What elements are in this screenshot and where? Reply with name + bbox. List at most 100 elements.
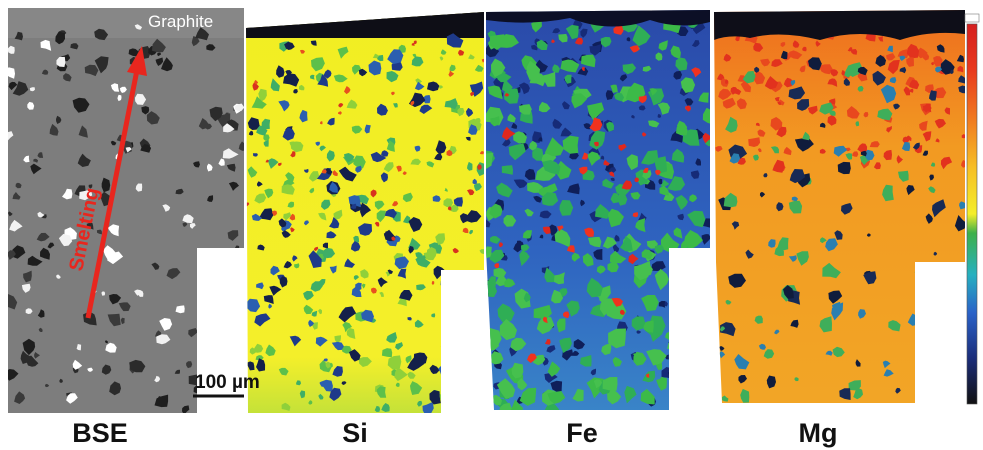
si-pore <box>453 396 463 404</box>
mg-pore <box>754 66 760 73</box>
si-hotspot <box>448 70 455 77</box>
si-grain-edge <box>337 46 349 59</box>
mg-pore <box>776 202 784 212</box>
fe-hotspot <box>557 225 564 232</box>
bse-pore <box>109 294 122 305</box>
fe-grain <box>676 381 689 393</box>
fe-grain <box>702 107 710 126</box>
fe-grain <box>660 232 680 252</box>
si-grain-edge <box>426 161 435 168</box>
bse-pore <box>195 27 209 41</box>
si-grain-edge <box>444 313 452 322</box>
si-hotspot <box>477 164 482 170</box>
mg-pore <box>831 302 844 321</box>
bse-pore <box>110 140 117 146</box>
fe-grain <box>631 316 646 331</box>
si-grain-edge <box>468 54 475 60</box>
bse-particle <box>134 289 142 296</box>
fe-hotspot <box>632 212 639 218</box>
mg-rich-zone <box>961 160 965 168</box>
fe-grain <box>524 208 534 217</box>
bse-particle <box>8 131 14 143</box>
fe-grain <box>559 288 568 298</box>
si-hotspot <box>458 49 465 56</box>
mg-pore <box>745 249 754 259</box>
si-pore <box>394 256 409 270</box>
fe-pore <box>658 300 666 308</box>
si-grain-edge <box>444 98 458 110</box>
mg-pore <box>731 221 740 230</box>
fe-grain <box>547 361 561 377</box>
mg-rich-zone <box>878 36 884 42</box>
colorbar <box>964 13 980 405</box>
bse-pore <box>55 31 65 45</box>
bse-pore <box>56 115 62 124</box>
fe-hotspot <box>608 171 615 178</box>
fe-grain <box>689 194 698 203</box>
si-pore <box>254 313 271 327</box>
mg-rich-zone <box>783 146 792 156</box>
bse-particle <box>159 318 173 331</box>
bse-pore <box>146 111 160 125</box>
mg-rich-zone <box>944 107 950 115</box>
bse-particle <box>107 224 120 237</box>
bse-pore <box>120 317 125 325</box>
fe-grain <box>502 78 513 93</box>
fe-pore <box>577 67 589 76</box>
fe-pore <box>513 179 528 189</box>
bse-pore <box>63 73 72 82</box>
bse-particle <box>119 86 127 93</box>
bse-pore <box>45 383 50 388</box>
scale-bar-label: 100 µm <box>195 372 260 393</box>
bse-particle <box>234 103 244 112</box>
si-pore <box>323 358 328 362</box>
si-pore <box>332 366 343 377</box>
bse-pore <box>70 43 79 50</box>
fe-hotspot <box>677 291 686 301</box>
si-pore <box>326 231 337 239</box>
si-pore <box>368 60 382 76</box>
bse-pore <box>226 163 236 172</box>
mg-rich-zone <box>770 117 783 131</box>
si-hotspot <box>479 151 484 155</box>
bse-pore <box>84 64 99 77</box>
si-hotspot <box>446 149 453 157</box>
mg-rich-zone <box>935 138 940 143</box>
si-pore <box>248 130 254 136</box>
mg-rich-zone <box>789 50 803 60</box>
fe-pore <box>500 254 508 261</box>
bse-pore <box>72 97 90 113</box>
fe-grain <box>490 351 504 365</box>
mg-rich-zone <box>725 79 729 85</box>
fe-pore <box>538 137 543 142</box>
fe-grain <box>642 65 652 72</box>
graphite-label: Graphite <box>148 12 213 31</box>
mg-pore <box>857 66 868 76</box>
si-grain-edge <box>281 184 295 195</box>
si-hotspot <box>337 111 342 115</box>
mg-pore <box>939 336 961 358</box>
mg-pore <box>777 237 789 251</box>
mg-pore <box>780 50 788 60</box>
si-grain-edge <box>303 304 314 315</box>
si-pore <box>377 103 388 116</box>
si-pore <box>256 282 264 290</box>
fe-hotspot <box>642 167 649 174</box>
si-hotspot <box>410 100 415 106</box>
fe-grain <box>630 192 641 200</box>
si-grain-edge <box>322 247 336 259</box>
si-hotspot <box>289 213 296 221</box>
bse-pore <box>238 141 244 151</box>
fe-grain <box>486 280 497 298</box>
mg-pore <box>848 380 861 391</box>
mg-pore <box>877 108 893 121</box>
fe-hotspot <box>693 335 700 342</box>
mg-rich-zone <box>873 162 881 170</box>
bse-pore <box>38 327 43 332</box>
fe-grain <box>564 74 572 84</box>
si-pore <box>468 124 478 135</box>
bse-pore <box>86 222 94 230</box>
fe-hotspot <box>579 166 588 175</box>
si-grain-edge <box>414 319 424 328</box>
mg-pore <box>931 391 945 403</box>
